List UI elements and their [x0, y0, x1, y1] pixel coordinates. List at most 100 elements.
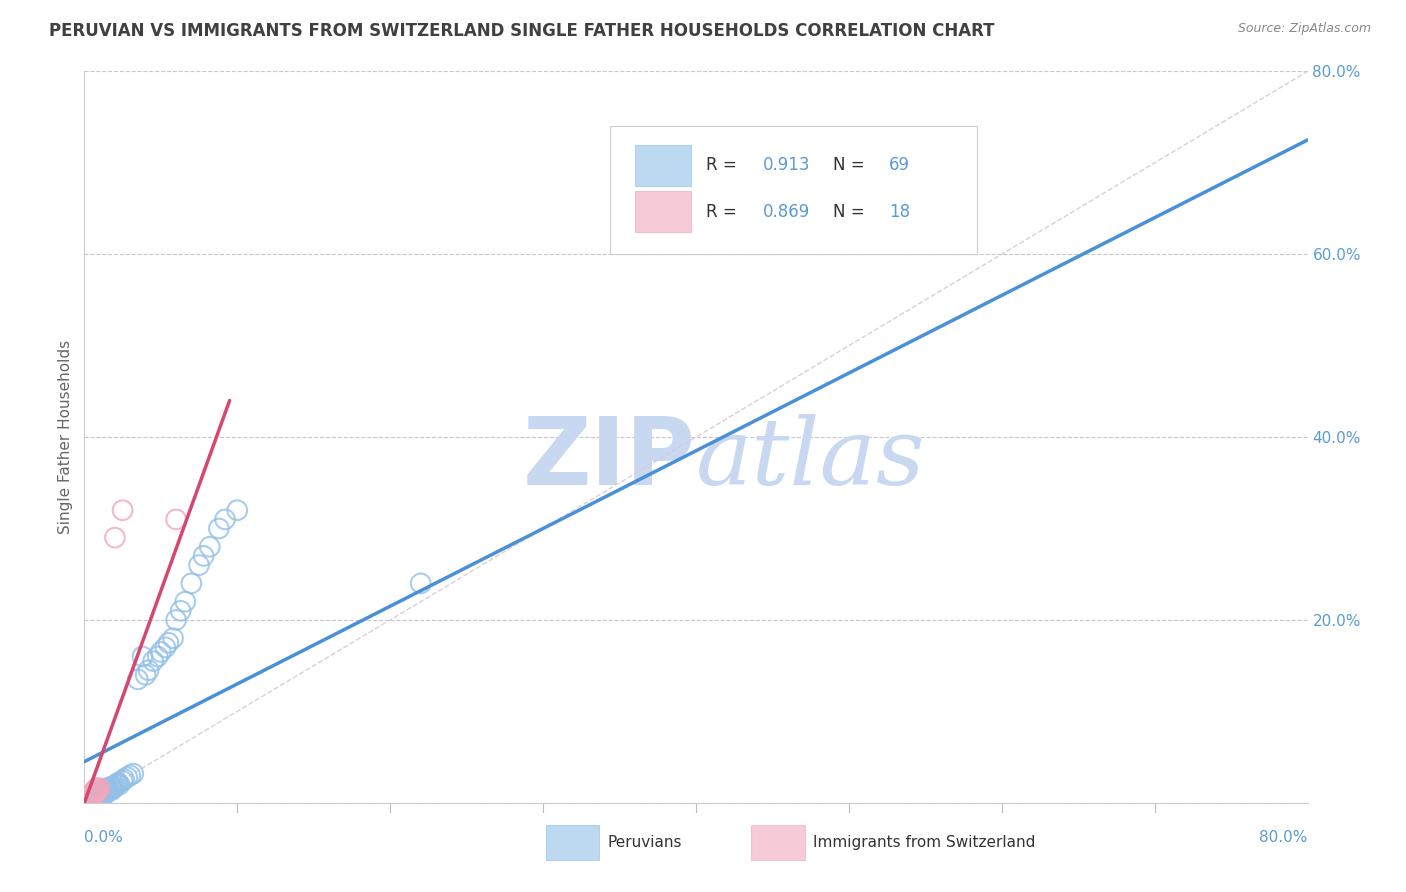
Point: [77, 792, 100, 806]
Point: [80, 789, 103, 804]
Point: [87, 783, 110, 797]
Point: [96, 781, 118, 796]
Point: [108, 778, 131, 792]
Point: [208, 521, 231, 535]
Point: [138, 663, 160, 677]
Text: PERUVIAN VS IMMIGRANTS FROM SWITZERLAND SINGLE FATHER HOUSEHOLDS CORRELATION CHA: PERUVIAN VS IMMIGRANTS FROM SWITZERLAND …: [49, 22, 994, 40]
Text: 69: 69: [889, 156, 910, 174]
Point: [96, 785, 118, 799]
Point: [84, 792, 107, 806]
Point: [111, 503, 134, 517]
Point: [84, 787, 107, 801]
Point: [80, 787, 103, 801]
Text: Immigrants from Switzerland: Immigrants from Switzerland: [814, 835, 1036, 850]
FancyBboxPatch shape: [546, 825, 599, 860]
Point: [198, 540, 221, 554]
Point: [101, 780, 124, 794]
Point: [103, 781, 125, 796]
FancyBboxPatch shape: [610, 126, 977, 254]
Text: 80.0%: 80.0%: [1260, 830, 1308, 846]
Text: R =: R =: [706, 156, 737, 174]
Point: [80, 791, 103, 805]
Point: [83, 791, 105, 805]
Point: [226, 503, 249, 517]
Point: [76, 793, 98, 807]
Point: [162, 632, 184, 646]
Point: [101, 783, 124, 797]
Point: [120, 768, 142, 782]
Point: [98, 782, 121, 797]
Point: [79, 791, 101, 805]
Y-axis label: Single Father Households: Single Father Households: [58, 340, 73, 534]
Point: [89, 781, 111, 796]
Text: 0.869: 0.869: [763, 202, 810, 221]
Point: [77, 793, 100, 807]
Point: [86, 791, 108, 805]
Point: [115, 770, 138, 784]
Point: [188, 558, 211, 573]
Point: [87, 790, 110, 805]
Point: [79, 789, 101, 803]
Point: [409, 576, 432, 591]
Point: [165, 613, 187, 627]
Point: [165, 512, 187, 526]
Point: [89, 789, 111, 803]
Text: Source: ZipAtlas.com: Source: ZipAtlas.com: [1237, 22, 1371, 36]
Point: [83, 789, 105, 804]
Point: [84, 789, 107, 803]
Point: [214, 512, 236, 526]
Point: [91, 785, 114, 799]
Point: [174, 594, 197, 608]
Point: [87, 789, 110, 803]
Point: [149, 645, 172, 659]
FancyBboxPatch shape: [751, 825, 804, 860]
Point: [79, 793, 101, 807]
Text: 0.913: 0.913: [763, 156, 811, 174]
Point: [86, 789, 108, 804]
Point: [77, 790, 100, 805]
Point: [146, 649, 169, 664]
Point: [93, 787, 115, 801]
Text: 0.0%: 0.0%: [84, 830, 124, 846]
Point: [79, 791, 101, 805]
Text: atlas: atlas: [696, 414, 925, 504]
FancyBboxPatch shape: [636, 145, 692, 186]
Point: [170, 604, 193, 618]
Text: Peruvians: Peruvians: [607, 835, 682, 850]
Point: [135, 667, 157, 681]
Point: [93, 783, 115, 797]
Text: ZIP: ZIP: [523, 413, 696, 505]
Point: [107, 775, 129, 789]
Point: [131, 649, 153, 664]
Point: [84, 783, 107, 797]
Text: N =: N =: [832, 202, 865, 221]
Point: [807, 202, 830, 216]
Text: R =: R =: [706, 202, 737, 221]
FancyBboxPatch shape: [636, 191, 692, 232]
Text: N =: N =: [832, 156, 865, 174]
Point: [122, 766, 145, 780]
Point: [89, 790, 111, 805]
Point: [86, 788, 108, 802]
Point: [80, 790, 103, 805]
Point: [97, 783, 120, 797]
Point: [90, 789, 112, 804]
Point: [83, 793, 105, 807]
Point: [94, 782, 117, 797]
Point: [104, 780, 127, 794]
Point: [86, 781, 108, 796]
Point: [76, 794, 98, 808]
Point: [94, 787, 117, 801]
Point: [180, 576, 202, 591]
Point: [112, 772, 135, 786]
Point: [105, 778, 128, 792]
Point: [83, 789, 105, 803]
Point: [90, 785, 112, 799]
Point: [193, 549, 215, 563]
Point: [155, 640, 177, 655]
Point: [77, 792, 100, 806]
Point: [104, 531, 127, 545]
Point: [80, 792, 103, 806]
Point: [91, 789, 114, 803]
Point: [83, 785, 105, 799]
